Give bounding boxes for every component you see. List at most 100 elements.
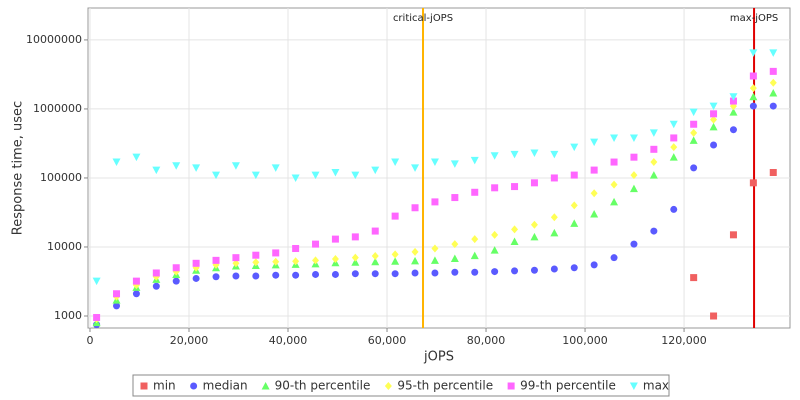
marker (550, 265, 558, 273)
x-tick-label: 120,000 (661, 334, 707, 347)
legend-label: max (643, 379, 669, 393)
marker (670, 143, 678, 152)
marker (610, 197, 619, 206)
annotation-label: max-jOPS (730, 13, 778, 24)
marker (351, 253, 359, 262)
marker (411, 247, 419, 256)
marker (272, 249, 280, 257)
legend-item: median (190, 379, 248, 393)
marker (491, 230, 499, 239)
marker (471, 268, 479, 276)
legend-item: 90-th percentile (261, 379, 370, 393)
marker (351, 270, 359, 278)
marker (769, 102, 777, 110)
marker (312, 270, 320, 278)
marker (471, 235, 479, 244)
marker (113, 290, 121, 298)
marker (650, 158, 658, 167)
marker (312, 256, 320, 265)
marker (391, 158, 400, 167)
marker (710, 110, 718, 118)
marker (391, 212, 399, 220)
marker (232, 254, 240, 262)
marker (729, 231, 737, 239)
marker (470, 156, 479, 165)
marker (261, 382, 270, 390)
marker (371, 270, 379, 278)
marker (490, 152, 499, 160)
marker (670, 205, 678, 213)
marker (690, 164, 698, 172)
marker (669, 120, 678, 129)
marker (411, 204, 419, 212)
legend-item: 95-th percentile (384, 379, 493, 393)
marker (511, 183, 519, 191)
marker (690, 128, 698, 137)
marker (530, 266, 538, 274)
marker (351, 258, 360, 266)
marker (132, 277, 140, 285)
y-tick-label: 10000000 (26, 33, 82, 46)
marker (550, 150, 559, 159)
marker (729, 108, 738, 116)
marker (252, 272, 260, 280)
marker (710, 141, 718, 149)
legend-label: median (203, 379, 248, 393)
marker (669, 153, 678, 161)
x-tick-label: 40,000 (269, 334, 308, 347)
marker (630, 240, 638, 248)
marker (510, 237, 519, 246)
marker (709, 102, 718, 111)
marker (749, 72, 757, 80)
y-tick-label: 1000000 (33, 102, 82, 115)
marker (729, 97, 737, 105)
marker (292, 245, 300, 253)
marker (470, 251, 479, 260)
marker (530, 149, 539, 157)
legend-label: 95-th percentile (397, 379, 493, 393)
marker (172, 162, 181, 170)
marker (749, 49, 758, 57)
x-tick-label: 60,000 (368, 334, 407, 347)
marker (709, 122, 718, 131)
marker (450, 254, 459, 263)
marker (490, 246, 499, 254)
marker (331, 235, 339, 243)
marker (152, 269, 160, 277)
marker (351, 171, 360, 180)
marker (530, 220, 538, 229)
marker (331, 270, 339, 278)
marker (411, 269, 419, 277)
marker (729, 93, 738, 101)
marker (590, 210, 599, 218)
marker (550, 228, 559, 237)
marker (212, 256, 220, 264)
marker (769, 78, 777, 87)
x-tick-label: 100,000 (562, 334, 608, 347)
marker (451, 240, 459, 249)
marker (749, 179, 757, 187)
marker (507, 382, 515, 390)
marker (610, 180, 618, 189)
marker (212, 273, 220, 281)
marker (530, 232, 539, 241)
marker (590, 166, 598, 174)
marker (311, 171, 320, 180)
marker (371, 257, 380, 266)
marker (192, 274, 200, 282)
annotation-label: critical-jOPS (393, 13, 453, 24)
marker (312, 240, 320, 248)
marker (650, 227, 658, 235)
marker (384, 382, 392, 390)
marker (451, 194, 459, 202)
marker (769, 168, 777, 176)
marker (570, 201, 578, 210)
marker (570, 143, 579, 152)
legend-box (132, 374, 670, 397)
marker (570, 219, 579, 227)
marker (112, 158, 121, 167)
marker (93, 314, 101, 322)
marker (212, 171, 221, 180)
marker (590, 138, 599, 147)
